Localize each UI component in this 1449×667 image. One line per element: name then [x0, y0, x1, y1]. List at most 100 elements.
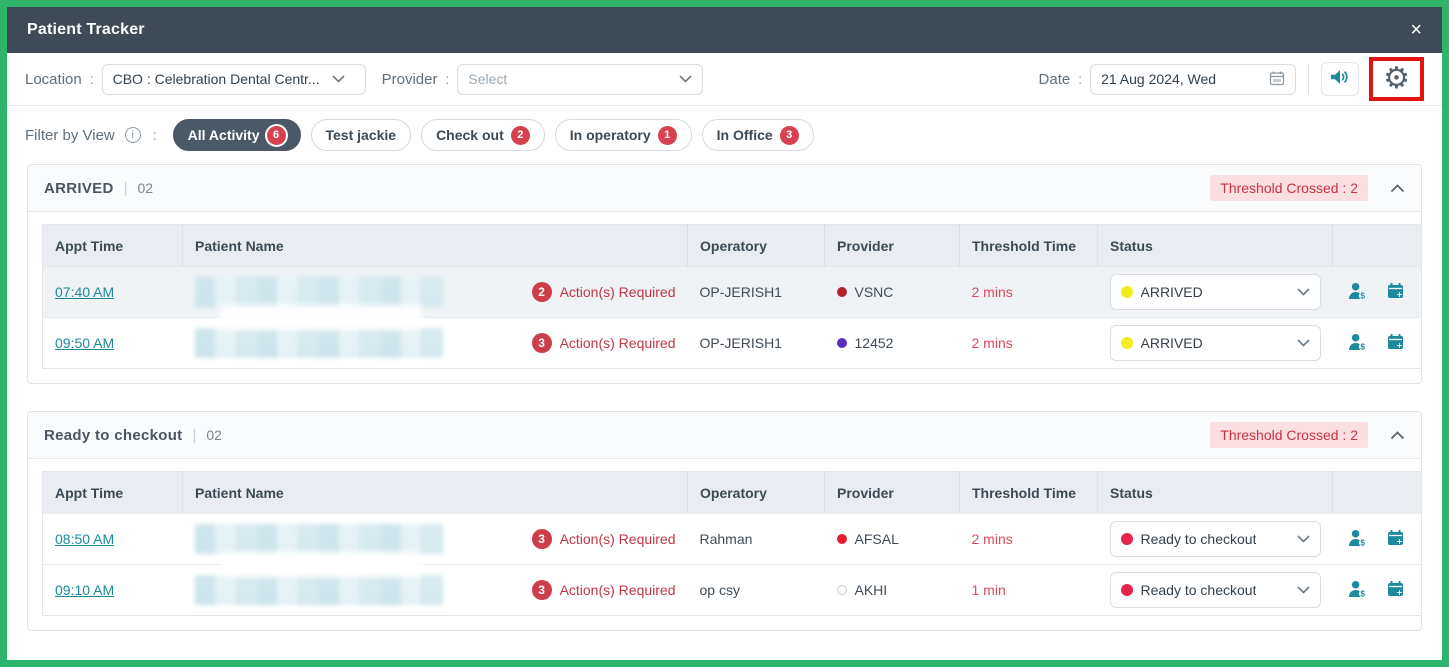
patient-name-redacted	[194, 328, 443, 358]
info-icon[interactable]: i	[124, 127, 141, 143]
col-provider: Provider	[824, 224, 960, 267]
section-title: Ready to checkout	[44, 426, 183, 444]
actions-required[interactable]: 3 Action(s) Required	[531, 529, 676, 549]
date-input[interactable]: 21 Aug 2024, Wed	[1090, 63, 1297, 95]
toolbar: Location : CBO : Celebration Dental Cent…	[7, 53, 1442, 106]
status-dropdown[interactable]: ARRIVED	[1109, 274, 1321, 310]
collapse-icon[interactable]	[1390, 430, 1405, 440]
operatory-cell: op csy	[687, 564, 825, 616]
pill-label: In Office	[716, 127, 773, 143]
speaker-icon	[1330, 68, 1350, 91]
col-provider: Provider	[824, 471, 960, 514]
collapse-icon[interactable]	[1390, 183, 1405, 193]
calendar-plus-icon[interactable]: +	[1387, 282, 1405, 303]
provider-placeholder: Select	[468, 71, 508, 87]
threshold-time: 2 mins	[971, 284, 1013, 300]
svg-text:$: $	[1361, 589, 1366, 597]
svg-text:+: +	[1397, 536, 1402, 546]
divider: |	[123, 179, 128, 197]
table-row: 09:10 AM 3 Action(s) Required op csy AKH…	[42, 564, 1422, 616]
svg-text:+: +	[1397, 340, 1402, 350]
actions-required[interactable]: 3 Action(s) Required	[531, 580, 676, 600]
actions-required[interactable]: 2 Action(s) Required	[531, 282, 676, 302]
threshold-crossed-badge: Threshold Crossed : 2	[1210, 422, 1368, 448]
col-threshold-time: Threshold Time	[959, 224, 1098, 267]
pill-in-operatory[interactable]: In operatory 1	[554, 119, 692, 151]
operatory-cell: OP-JERISH1	[687, 266, 825, 318]
calendar-plus-icon[interactable]: +	[1387, 529, 1405, 550]
svg-text:$: $	[1361, 538, 1366, 546]
col-appt-time: Appt Time	[42, 224, 183, 267]
status-label: Ready to checkout	[1140, 531, 1257, 547]
provider-name: VSNC	[854, 284, 894, 300]
provider-dot	[836, 338, 847, 348]
patient-billing-icon[interactable]: $	[1348, 529, 1367, 550]
gear-icon[interactable]: ⚙	[1383, 61, 1410, 96]
pill-label: Test jackie	[325, 127, 397, 143]
section-ready-to-checkout: Ready to checkout | 02 Threshold Crossed…	[27, 411, 1422, 631]
provider-name: AKHI	[854, 582, 888, 598]
actions-count-badge: 3	[531, 333, 552, 353]
status-dot	[1120, 533, 1133, 545]
threshold-time: 2 mins	[971, 335, 1013, 351]
arrived-table: Appt Time Patient Name Operatory Provide…	[42, 224, 1422, 369]
status-label: ARRIVED	[1140, 284, 1203, 300]
divider	[1308, 64, 1310, 94]
actions-required-label: Action(s) Required	[559, 582, 676, 598]
section-title: ARRIVED	[44, 179, 114, 197]
actions-required-label: Action(s) Required	[559, 531, 676, 547]
pill-in-office[interactable]: In Office 3	[701, 119, 814, 151]
col-status: Status	[1097, 224, 1333, 267]
col-actions	[1332, 471, 1422, 514]
section-arrived: ARRIVED | 02 Threshold Crossed : 2 Appt …	[27, 164, 1422, 384]
pill-all-activity[interactable]: All Activity 6	[172, 119, 301, 151]
pill-test-jackie[interactable]: Test jackie	[310, 119, 412, 151]
table-header-row: Appt Time Patient Name Operatory Provide…	[42, 224, 1422, 267]
view-pills: All Activity 6 Test jackie Check out 2 I…	[172, 119, 814, 151]
pill-check-out[interactable]: Check out 2	[421, 119, 545, 151]
close-icon[interactable]: ×	[1410, 19, 1422, 41]
provider-select[interactable]: Select	[457, 63, 704, 95]
location-select[interactable]: CBO : Celebration Dental Centr...	[101, 63, 366, 95]
section-header: ARRIVED | 02 Threshold Crossed : 2	[28, 165, 1421, 212]
status-dropdown[interactable]: Ready to checkout	[1109, 521, 1321, 557]
patient-name-redacted	[194, 524, 443, 554]
chevron-down-icon	[332, 75, 345, 83]
count-badge: 1	[657, 125, 677, 145]
col-patient-name: Patient Name	[182, 224, 688, 267]
ready-to-checkout-table: Appt Time Patient Name Operatory Provide…	[42, 471, 1422, 616]
chevron-down-icon	[1296, 339, 1310, 347]
actions-count-badge: 3	[531, 580, 552, 600]
actions-required[interactable]: 3 Action(s) Required	[531, 333, 676, 353]
col-status: Status	[1097, 471, 1333, 514]
status-dropdown[interactable]: Ready to checkout	[1109, 572, 1321, 608]
appt-time-link[interactable]: 09:50 AM	[55, 335, 115, 351]
status-dot	[1120, 286, 1133, 298]
patient-billing-icon[interactable]: $	[1348, 580, 1367, 601]
status-dot	[1120, 337, 1133, 349]
date-label: Date	[1038, 70, 1071, 88]
col-threshold-time: Threshold Time	[959, 471, 1098, 514]
provider-label: Provider	[381, 70, 438, 88]
chevron-down-icon	[1296, 586, 1310, 594]
appt-time-link[interactable]: 09:10 AM	[55, 582, 115, 598]
titlebar: Patient Tracker ×	[7, 7, 1442, 53]
appt-time-link[interactable]: 08:50 AM	[55, 531, 115, 547]
patient-billing-icon[interactable]: $	[1348, 282, 1367, 303]
section-count: 02	[206, 427, 222, 443]
operatory-cell: OP-JERISH1	[687, 317, 825, 369]
patient-billing-icon[interactable]: $	[1348, 333, 1367, 354]
calendar-plus-icon[interactable]: +	[1387, 333, 1405, 354]
colon: :	[445, 71, 450, 87]
table-wrapper: Appt Time Patient Name Operatory Provide…	[28, 459, 1422, 630]
status-dropdown[interactable]: ARRIVED	[1109, 325, 1321, 361]
provider-dot	[836, 287, 847, 297]
appt-time-link[interactable]: 07:40 AM	[55, 284, 115, 300]
actions-required-label: Action(s) Required	[559, 335, 676, 351]
section-count: 02	[137, 180, 154, 196]
sound-button[interactable]	[1321, 62, 1360, 96]
col-appt-time: Appt Time	[42, 471, 183, 514]
calendar-plus-icon[interactable]: +	[1387, 580, 1405, 601]
location-label: Location	[25, 70, 82, 88]
patient-name-redacted	[194, 575, 443, 605]
